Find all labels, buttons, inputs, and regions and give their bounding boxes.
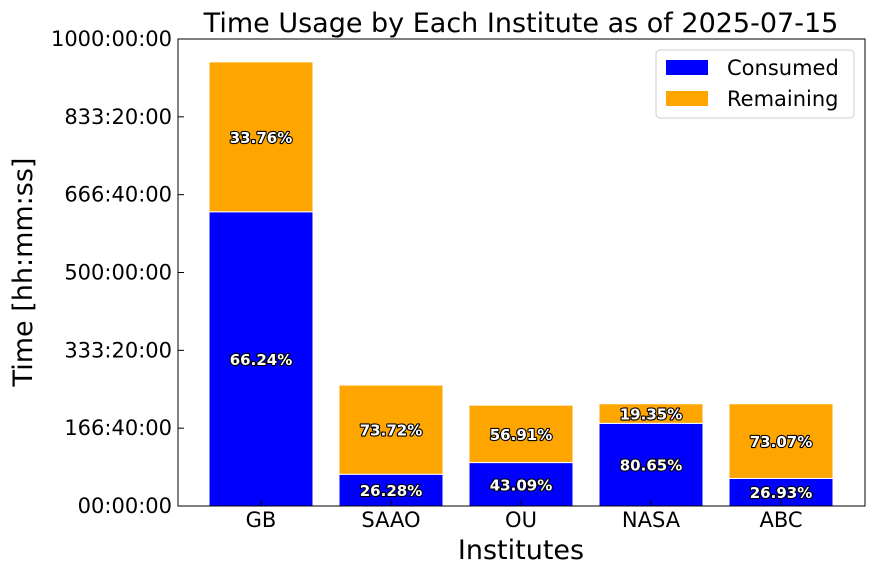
x-tick-label-saao: SAAO <box>361 508 420 532</box>
chart-title: Time Usage by Each Institute as of 2025-… <box>203 8 839 39</box>
bar-remaining-gb <box>208 61 314 213</box>
bar-labels-group: 66.24% 33.76% 26.28% 73.72% 43.09% 56.91% 80.6… <box>229 128 814 504</box>
bar-remaining-abc <box>728 403 834 479</box>
bar-label-consumed-gb: 66.24% <box>230 351 292 369</box>
x-axis-label: Institutes <box>458 535 584 566</box>
bar-label-remaining-ou: 56.91% <box>490 426 552 444</box>
x-tick-label-ou: OU <box>505 508 537 532</box>
bar-label-consumed-abc: 26.93% <box>750 484 812 502</box>
legend: Consumed Remaining <box>655 49 855 119</box>
bar-remaining-saao <box>338 384 444 475</box>
y-tick-label: 833:20:00 <box>64 105 172 129</box>
y-axis: 00:00:00 166:40:00 333:20:00 500:00:00 666:4… <box>51 27 184 518</box>
bar-label-remaining-nasa: 19.35% <box>620 406 682 424</box>
bars-group <box>208 61 834 507</box>
bar-label-remaining-abc: 73.07% <box>750 433 812 451</box>
x-axis: GB SAAO OU NASA ABC <box>246 500 803 532</box>
bar-label-consumed-saao: 26.28% <box>360 482 422 500</box>
legend-swatch-remaining <box>666 91 708 106</box>
y-tick-label: 00:00:00 <box>78 494 172 518</box>
legend-swatch-consumed <box>666 60 708 75</box>
bar-remaining-ou <box>468 404 574 464</box>
x-tick-label-abc: ABC <box>759 508 802 532</box>
legend-label-consumed: Consumed <box>727 56 839 80</box>
bar-label-remaining-saao: 73.72% <box>360 422 422 440</box>
y-tick-label: 666:40:00 <box>64 183 172 207</box>
bar-consumed-gb <box>208 211 314 507</box>
bar-label-consumed-ou: 43.09% <box>490 476 552 494</box>
y-tick-label: 333:20:00 <box>64 338 172 362</box>
x-tick-label-nasa: NASA <box>622 508 681 532</box>
bar-label-remaining-gb: 33.76% <box>230 129 292 147</box>
bar-label-consumed-nasa: 80.65% <box>620 457 682 475</box>
x-tick-label-gb: GB <box>246 508 277 532</box>
y-axis-label: Time [hh:mm:ss] <box>8 158 39 388</box>
legend-label-remaining: Remaining <box>727 87 839 111</box>
bar-remaining-nasa <box>598 403 704 424</box>
y-tick-label: 166:40:00 <box>64 416 172 440</box>
y-tick-label: 500:00:00 <box>64 261 172 285</box>
y-tick-label: 1000:00:00 <box>51 27 172 51</box>
